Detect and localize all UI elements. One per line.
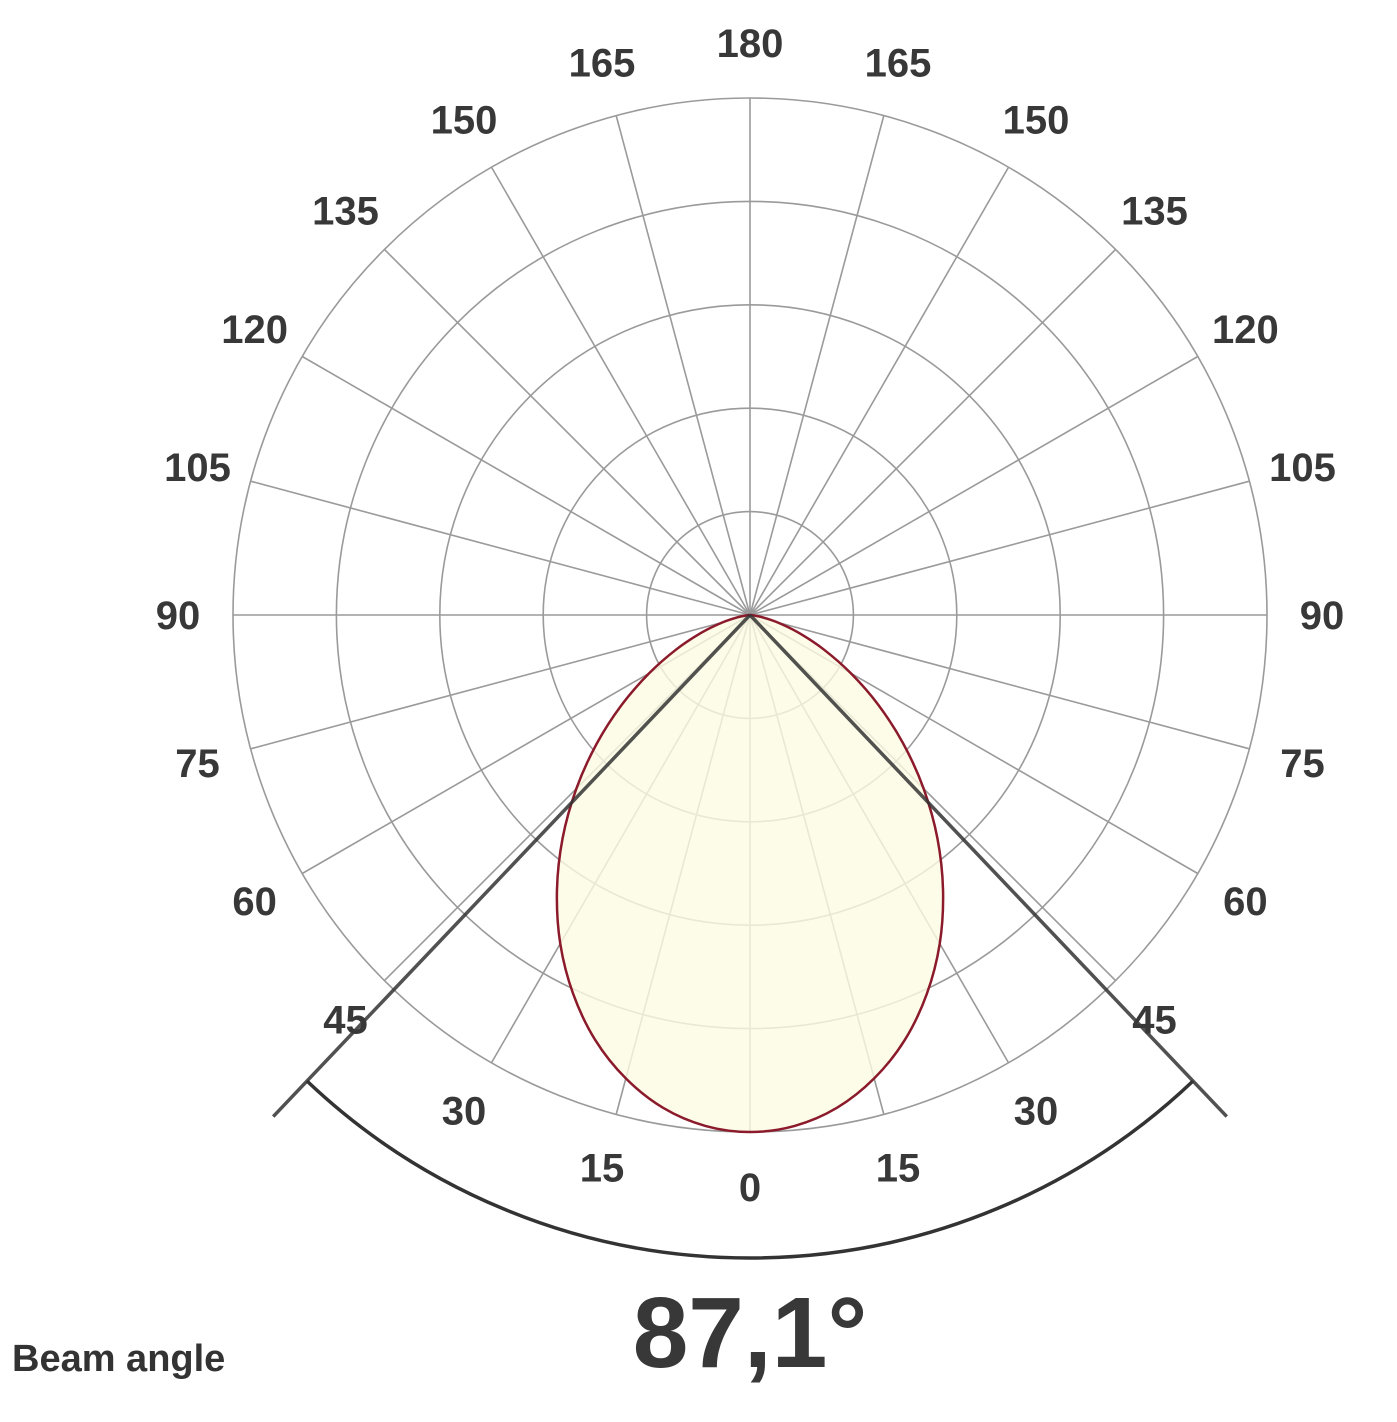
lobe-outline (555, 613, 945, 1134)
grid-spoke (749, 115, 885, 616)
angle-tick-label: 180 (717, 22, 784, 66)
angle-tick-label: 105 (164, 446, 231, 490)
angle-tick-label: 165 (569, 41, 636, 85)
angle-tick-label: 90 (156, 594, 201, 638)
grid-spoke (749, 480, 1250, 616)
angle-tick-label: 135 (312, 190, 379, 234)
grid-spoke (383, 248, 751, 616)
angle-tick-label: 150 (431, 99, 498, 143)
lobe-fill (556, 614, 944, 1132)
beam-line-right (748, 613, 1229, 1118)
angle-tick-label: 75 (175, 742, 220, 786)
angle-tick-label: 15 (580, 1147, 625, 1191)
beam-line-left (271, 613, 752, 1118)
grid-spoke (490, 166, 751, 616)
angle-tick-label: 150 (1003, 99, 1070, 143)
angle-tick-label: 0 (739, 1166, 761, 1210)
grid-spoke (250, 480, 751, 616)
beam-arc (305, 1079, 1195, 1260)
angle-tick-label: 120 (221, 308, 288, 352)
angle-tick-label: 105 (1269, 446, 1336, 490)
angle-tick-label: 120 (1212, 308, 1279, 352)
grid-spoke (749, 248, 1117, 616)
angle-tick-label: 30 (442, 1089, 487, 1133)
grid-spoke (301, 355, 751, 616)
angle-tick-labels: 0 15 15 30 30 45 45 60 60 75 75 90 90 105 105 120 120 135… (156, 22, 1345, 1210)
beam-angle-value: 87,1° (632, 1277, 868, 1389)
angle-tick-label: 90 (1300, 594, 1345, 638)
angle-tick-label: 60 (232, 880, 277, 924)
grid-spoke (749, 614, 1250, 750)
angle-tick-label: 135 (1121, 190, 1188, 234)
angle-tick-label: 165 (865, 41, 932, 85)
grid-spoke (615, 115, 751, 616)
beam-angle-label: Beam angle (12, 1338, 226, 1380)
grid-spoke (749, 166, 1010, 616)
angle-tick-label: 15 (876, 1147, 921, 1191)
grid-spoke (250, 614, 751, 750)
intensity-lobe (555, 613, 945, 1134)
angle-tick-label: 45 (1132, 998, 1177, 1042)
grid-spoke (749, 355, 1199, 616)
beam-angle-marker (271, 613, 1229, 1260)
angle-tick-label: 45 (323, 998, 368, 1042)
angle-tick-label: 75 (1280, 742, 1325, 786)
angle-tick-label: 60 (1223, 880, 1268, 924)
angle-tick-label: 30 (1014, 1089, 1059, 1133)
